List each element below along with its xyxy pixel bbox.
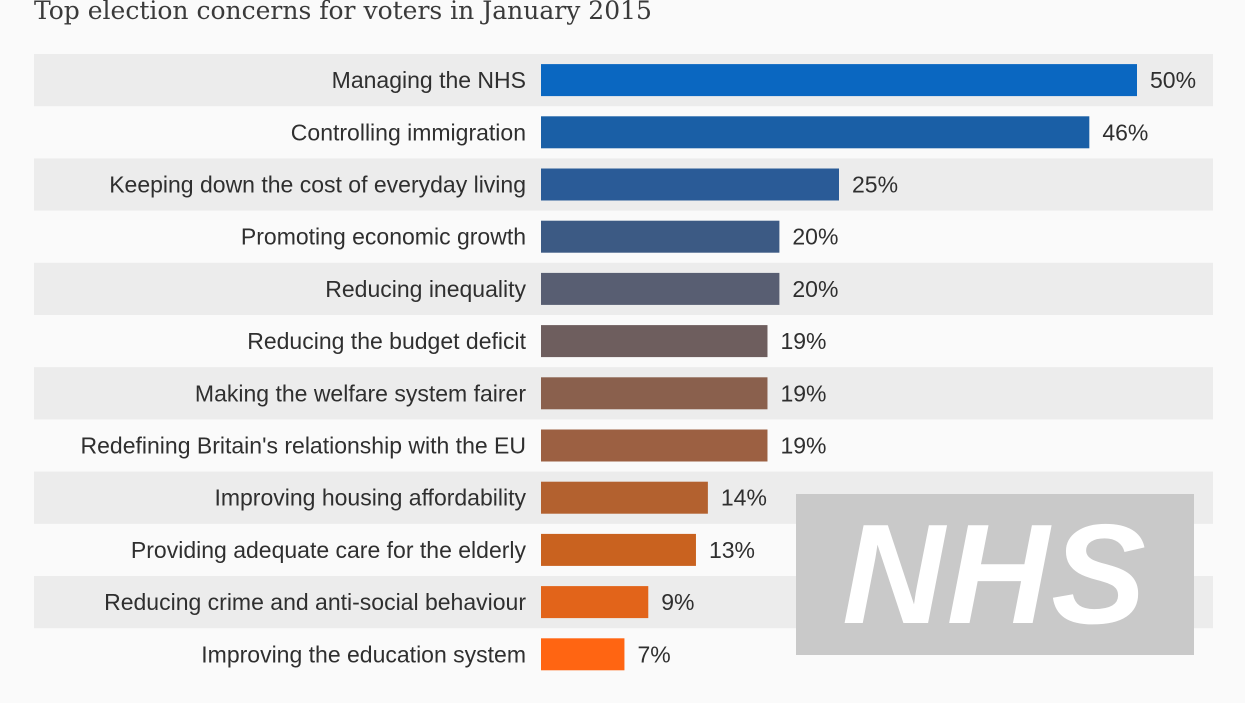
category-label: Redefining Britain's relationship with t… [81, 433, 526, 459]
category-label: Improving the education system [201, 641, 526, 667]
value-label: 50% [1150, 67, 1196, 93]
bar [541, 429, 768, 462]
value-label: 25% [852, 172, 898, 198]
bar [541, 272, 780, 305]
category-label: Keeping down the cost of everyday living [109, 172, 526, 198]
bar [541, 377, 768, 410]
bar [541, 116, 1090, 149]
value-label: 9% [661, 589, 694, 615]
bar [541, 638, 625, 671]
bar [541, 325, 768, 358]
bar [541, 168, 839, 201]
nhs-logo-text: NHS [842, 494, 1148, 654]
bar [541, 220, 780, 253]
value-label: 20% [792, 224, 838, 250]
category-label: Controlling immigration [291, 119, 526, 145]
nhs-logo-watermark: NHS [796, 494, 1194, 655]
chart-subtitle: Top election concerns for voters in Janu… [34, 0, 652, 25]
value-label: 7% [637, 641, 670, 667]
value-label: 46% [1102, 119, 1148, 145]
value-label: 19% [780, 433, 826, 459]
category-label: Reducing the budget deficit [247, 328, 526, 354]
value-label: 19% [780, 380, 826, 406]
bar [541, 586, 649, 619]
category-label: Promoting economic growth [241, 224, 526, 250]
category-label: Providing adequate care for the elderly [131, 537, 527, 563]
bar [541, 481, 708, 514]
category-label: Reducing inequality [325, 276, 526, 302]
value-label: 20% [792, 276, 838, 302]
value-label: 19% [780, 328, 826, 354]
category-label: Reducing crime and anti-social behaviour [104, 589, 526, 615]
bar [541, 64, 1137, 97]
category-label: Improving housing affordability [214, 485, 526, 511]
category-label: Making the welfare system fairer [195, 380, 526, 406]
value-label: 13% [709, 537, 755, 563]
category-label: Managing the NHS [332, 67, 526, 93]
bar [541, 533, 696, 566]
value-label: 14% [721, 485, 767, 511]
